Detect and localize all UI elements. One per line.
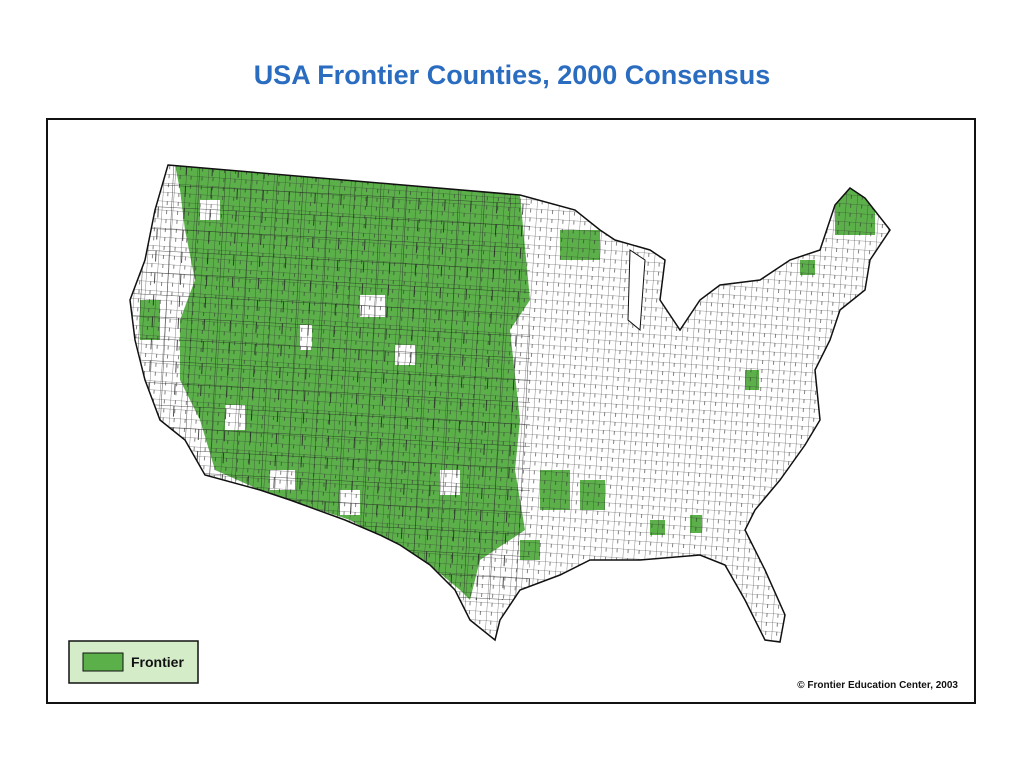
- legend-label: Frontier: [131, 654, 184, 670]
- page-title: USA Frontier Counties, 2000 Consensus: [253, 60, 771, 90]
- legend-swatch: [82, 652, 124, 672]
- lake: [627, 249, 646, 332]
- credit: © Frontier Education Center, 2003: [797, 680, 958, 691]
